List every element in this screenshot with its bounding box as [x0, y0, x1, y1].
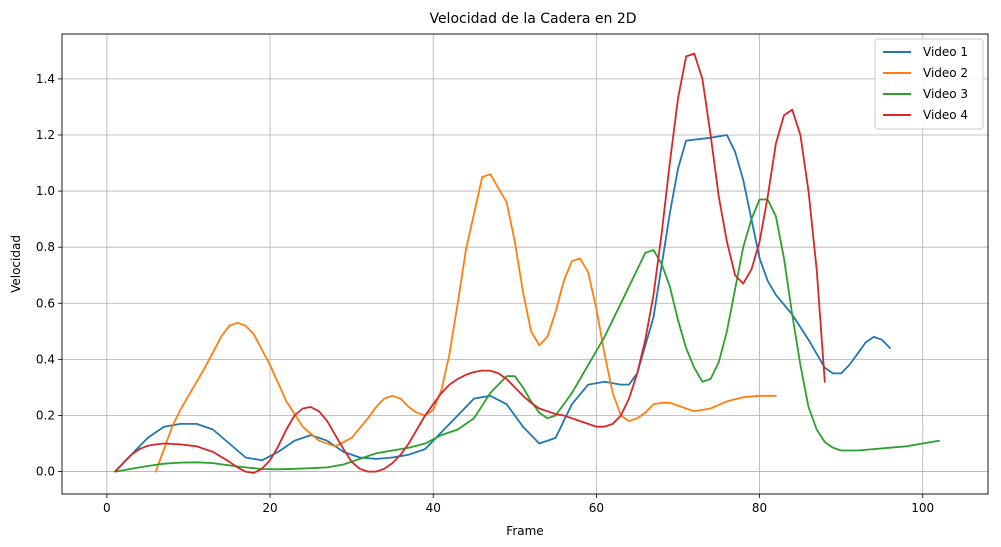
plot-area-frame	[61, 33, 989, 495]
legend-box	[874, 38, 984, 130]
x-tick-label: 100	[911, 501, 934, 515]
x-tick-label: 20	[262, 501, 277, 515]
y-tick-label: 1.0	[36, 184, 55, 198]
y-tick-label: 1.4	[36, 72, 55, 86]
y-tick-label: 0.4	[36, 352, 55, 366]
y-axis-title: Velocidad	[9, 235, 23, 293]
legend: Video 1 Video 2 Video 3 Video 4	[874, 38, 984, 130]
plot-series	[114, 52, 940, 474]
series-line-video-3	[114, 198, 940, 473]
x-axis-ticks: 0 20 40 60 80 100	[103, 494, 934, 515]
x-tick-label: 0	[103, 501, 111, 515]
y-tick-label: 0.0	[36, 465, 55, 479]
series-line-video-2	[154, 173, 777, 473]
legend-label-video-3: Video 3	[923, 87, 968, 101]
series-line-video-1	[114, 134, 891, 473]
legend-label-video-4: Video 4	[923, 108, 968, 122]
x-tick-label: 60	[589, 501, 604, 515]
x-axis-title: Frame	[506, 524, 543, 538]
y-tick-label: 0.8	[36, 240, 55, 254]
legend-label-video-2: Video 2	[923, 66, 968, 80]
series-line-video-4	[114, 52, 826, 474]
chart-title: Velocidad de la Cadera en 2D	[429, 11, 636, 27]
y-tick-label: 1.2	[36, 128, 55, 142]
x-tick-label: 40	[426, 501, 441, 515]
x-tick-label: 80	[752, 501, 767, 515]
legend-label-video-1: Video 1	[923, 45, 968, 59]
y-tick-label: 0.2	[36, 408, 55, 422]
y-axis-ticks: 0.0 0.2 0.4 0.6 0.8 1.0 1.2 1.4	[36, 72, 62, 479]
y-tick-label: 0.6	[36, 296, 55, 310]
